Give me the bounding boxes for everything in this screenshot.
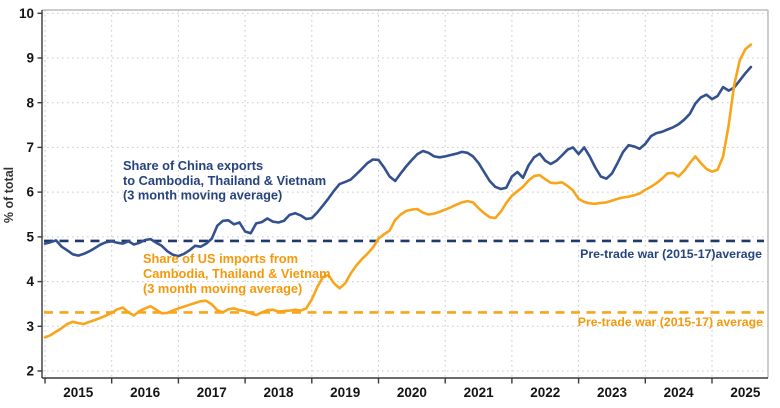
x-tick-label: 2023: [597, 385, 628, 400]
x-tick-label: 2020: [397, 385, 427, 400]
x-tick-label: 2024: [664, 385, 695, 400]
us-imports-annotation: (3 month moving average): [143, 281, 302, 296]
y-tick-label: 6: [26, 185, 34, 200]
y-tick-label: 9: [26, 51, 34, 66]
x-tick-label: 2018: [263, 385, 294, 400]
x-tick-label: 2016: [130, 385, 161, 400]
y-tick-label: 8: [26, 95, 34, 110]
y-tick-label: 4: [26, 274, 34, 289]
us-pretradewar-avg-label: Pre-trade war (2015-17) average: [578, 315, 763, 329]
y-tick-label: 10: [19, 6, 34, 21]
y-tick-label: 5: [26, 230, 34, 245]
us-imports-line: [43, 43, 753, 339]
y-tick-label: 2: [26, 364, 34, 379]
y-tick-label: 3: [26, 319, 34, 334]
china-exports-annotation: Share of China exports: [123, 158, 263, 173]
us-imports-annotation: Share of US imports from: [143, 251, 298, 266]
x-tick-label: 2019: [330, 385, 360, 400]
y-tick-label: 7: [26, 140, 34, 155]
x-tick-label: 2022: [530, 385, 560, 400]
x-tick-label: 2015: [63, 385, 94, 400]
china-exports-annotation: (3 month moving average): [123, 188, 282, 203]
china-exports-annotation: to Cambodia, Thailand & Vietnam: [123, 173, 326, 188]
x-tick-label: 2025: [730, 385, 761, 400]
us-imports-annotation: Cambodia, Thailand & Vietnam: [143, 266, 331, 281]
x-tick-label: 2021: [464, 385, 495, 400]
china-pretradewar-avg-label: Pre-trade war (2015-17)average: [580, 247, 762, 261]
x-tick-label: 2017: [197, 385, 227, 400]
china-exports-line: [43, 65, 753, 258]
y-axis-title: % of total: [2, 167, 16, 223]
